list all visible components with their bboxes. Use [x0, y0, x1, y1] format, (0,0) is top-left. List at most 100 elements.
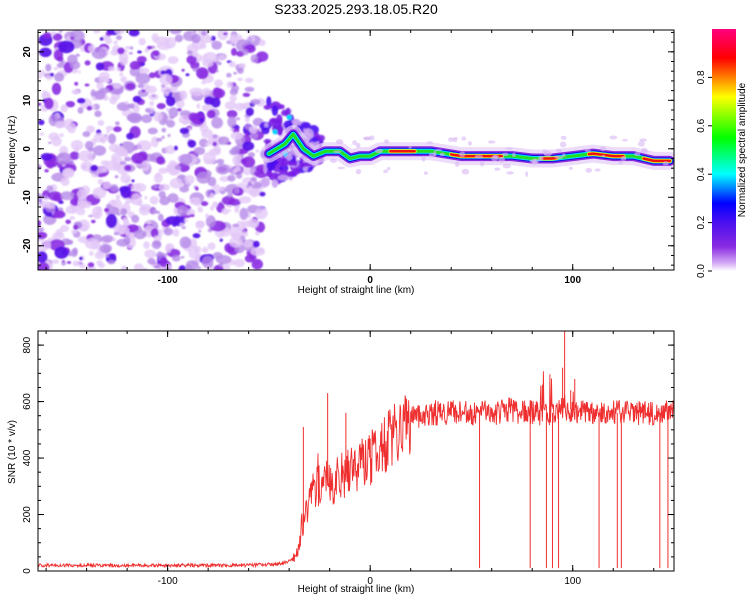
noise-blob [172, 228, 180, 237]
track-noise-blob [637, 141, 645, 147]
noise-blob [70, 192, 75, 196]
noise-blob [161, 127, 167, 133]
noise-blob [196, 171, 211, 184]
colorbar-tick-label: 0.6 [696, 118, 707, 132]
noise-blob [229, 237, 243, 248]
noise-blob [39, 47, 52, 58]
noise-blob [56, 152, 72, 165]
noise-blob [105, 203, 112, 209]
noise-blob [205, 215, 216, 228]
noise-blob [229, 34, 239, 44]
noise-blob [86, 105, 93, 111]
noise-blob [117, 47, 125, 55]
noise-blob [163, 227, 173, 236]
cluster-blob [294, 169, 301, 175]
noise-blob [141, 114, 153, 123]
noise-blob [84, 83, 90, 87]
noise-blob [180, 255, 185, 259]
snr-plot-area [38, 331, 674, 569]
noise-blob [234, 102, 245, 112]
noise-blob [245, 184, 250, 188]
spectrogram-ytick-label: -10 [22, 190, 33, 205]
noise-blob [132, 145, 138, 151]
colorbar-tick-label: 0.0 [696, 264, 707, 278]
noise-blob [126, 132, 134, 140]
noise-blob [102, 181, 112, 190]
noise-blob [99, 87, 110, 94]
noise-blob [124, 165, 132, 171]
noise-blob [89, 251, 94, 256]
noise-blob [65, 219, 71, 225]
noise-blob [254, 206, 268, 220]
colorbar-tick-label: 0.4 [696, 167, 707, 181]
noise-blob [120, 185, 132, 199]
track-noise-blob [494, 167, 501, 171]
noise-blob [250, 54, 259, 63]
noise-blob [91, 47, 107, 60]
noise-blob [38, 102, 42, 106]
noise-blob [212, 134, 218, 139]
noise-blob [209, 193, 214, 199]
track-noise-blob [542, 149, 548, 155]
noise-blob [247, 218, 259, 228]
noise-blob [200, 201, 209, 207]
noise-blob [131, 179, 135, 183]
track-noise-blob [501, 152, 509, 157]
colorbar-tick-label: 0.2 [696, 215, 707, 229]
track-noise-blob [594, 168, 601, 172]
noise-blob [142, 267, 148, 270]
noise-blob [159, 73, 173, 86]
track-noise-blob [531, 158, 540, 164]
track-noise-blob [352, 140, 357, 146]
noise-blob [114, 30, 125, 35]
noise-blob [201, 128, 213, 139]
noise-blob [212, 88, 226, 99]
noise-blob [49, 72, 54, 77]
noise-blob [205, 213, 209, 219]
noise-blob [201, 104, 213, 112]
noise-blob [97, 120, 105, 126]
noise-blob [116, 35, 122, 41]
noise-blob [164, 37, 177, 49]
track-noise-blob [374, 148, 384, 154]
noise-blob [197, 206, 203, 213]
noise-blob [134, 263, 144, 270]
noise-blob [122, 150, 129, 158]
snr-ytick-label: 400 [22, 449, 33, 466]
noise-blob [75, 208, 86, 216]
noise-blob [44, 169, 49, 173]
noise-blob [219, 187, 225, 192]
noise-blob [107, 260, 116, 265]
noise-blob [238, 196, 252, 204]
noise-blob [73, 224, 79, 230]
noise-blob [105, 37, 113, 45]
noise-blob [124, 100, 129, 105]
noise-blob [149, 100, 155, 106]
noise-blob [159, 196, 170, 206]
noise-blob [38, 119, 45, 126]
noise-blob [238, 63, 246, 69]
track-noise-blob [423, 171, 428, 176]
noise-blob [167, 56, 179, 64]
noise-blob [129, 60, 141, 70]
noise-blob [158, 167, 169, 174]
noise-blob [229, 94, 237, 103]
noise-blob [131, 152, 148, 164]
noise-blob [61, 261, 66, 266]
noise-blob [184, 175, 195, 185]
track-noise-blob [498, 156, 505, 163]
track-noise-blob [386, 167, 391, 171]
track-noise-blob [600, 146, 606, 152]
noise-blob [84, 60, 91, 66]
noise-blob [215, 255, 232, 264]
signal-track [259, 125, 674, 177]
noise-blob [181, 179, 186, 183]
track-noise-blob [335, 139, 344, 145]
noise-blob [255, 149, 260, 153]
noise-blob [215, 163, 230, 175]
noise-blob [202, 246, 209, 253]
noise-blob [244, 117, 250, 123]
snr-background [38, 331, 674, 571]
noise-blob [149, 195, 159, 205]
noise-blob [212, 201, 219, 208]
